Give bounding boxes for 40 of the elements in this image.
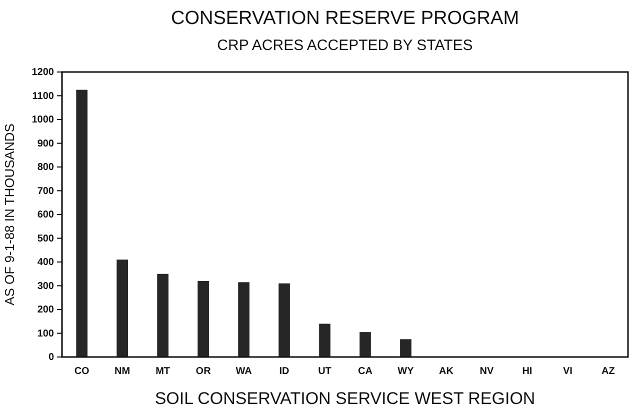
bar (238, 282, 250, 357)
y-tick-label: 500 (37, 233, 54, 244)
y-tick-label: 1100 (32, 90, 54, 102)
x-axis-title: SOIL CONSERVATION SERVICE WEST REGION (154, 389, 536, 408)
x-tick-label: WA (236, 366, 252, 377)
bar (157, 274, 168, 357)
y-tick-label: 800 (37, 162, 54, 174)
bar (116, 260, 128, 357)
y-tick-label: 100 (37, 328, 54, 340)
y-tick-label: 300 (37, 280, 54, 292)
x-tick-label: AK (438, 366, 454, 377)
x-tick-label: WY (398, 366, 414, 377)
y-tick-label: 700 (37, 186, 54, 197)
x-tick-label: MT (156, 366, 170, 377)
y-tick-label: 200 (37, 304, 54, 316)
bar (360, 332, 371, 357)
bar (76, 90, 88, 357)
x-tick-label: VI (562, 366, 573, 377)
x-tick-label: AZ (601, 366, 615, 377)
bar (400, 339, 412, 357)
x-tick-label: ID (279, 366, 290, 377)
y-tick-label: 1200 (32, 67, 54, 78)
x-tick-label: NV (480, 366, 494, 377)
bar (319, 324, 330, 357)
chart-title: CONSERVATION RESERVE PROGRAM (170, 8, 520, 29)
y-tick-label: 600 (37, 210, 54, 221)
y-tick-label: 400 (37, 257, 54, 268)
y-tick-label: 1000 (32, 114, 54, 126)
bar (278, 283, 290, 357)
x-tick-label: UT (318, 366, 332, 377)
x-tick-label: NM (114, 366, 130, 377)
chart-subtitle: CRP ACRES ACCEPTED BY STATES (217, 37, 473, 54)
y-axis-title: AS OF 9-1-88 IN THOUSANDS (2, 123, 17, 306)
x-tick-label: HI (522, 366, 532, 377)
x-tick-label: OR (196, 366, 212, 377)
bar (198, 281, 209, 357)
x-tick-label: CA (358, 366, 372, 377)
x-tick-label: CO (74, 366, 90, 377)
y-tick-label: 0 (48, 352, 54, 364)
y-tick-label: 900 (37, 138, 54, 150)
